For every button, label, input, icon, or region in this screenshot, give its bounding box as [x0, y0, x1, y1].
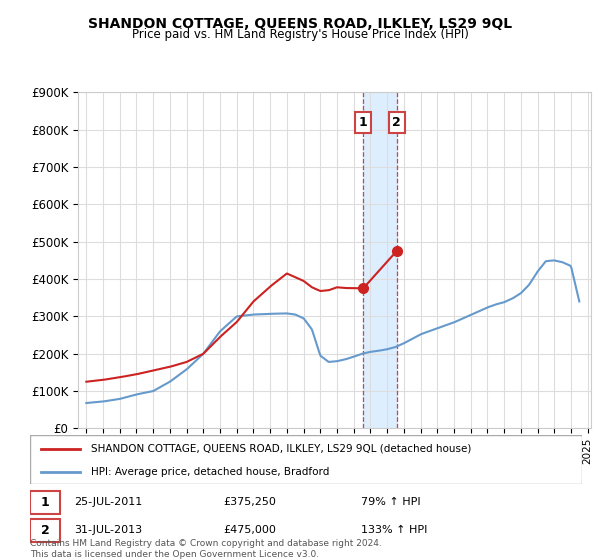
FancyBboxPatch shape — [30, 519, 61, 542]
Text: HPI: Average price, detached house, Bradford: HPI: Average price, detached house, Brad… — [91, 467, 329, 477]
FancyBboxPatch shape — [30, 435, 582, 484]
Text: 1: 1 — [359, 116, 368, 129]
Text: 133% ↑ HPI: 133% ↑ HPI — [361, 525, 428, 535]
Bar — [363, 92, 397, 428]
Text: £375,250: £375,250 — [223, 497, 276, 507]
Text: £475,000: £475,000 — [223, 525, 276, 535]
Text: 31-JUL-2013: 31-JUL-2013 — [74, 525, 142, 535]
Text: SHANDON COTTAGE, QUEENS ROAD, ILKLEY, LS29 9QL: SHANDON COTTAGE, QUEENS ROAD, ILKLEY, LS… — [88, 17, 512, 31]
Text: Contains HM Land Registry data © Crown copyright and database right 2024.
This d: Contains HM Land Registry data © Crown c… — [30, 539, 382, 559]
Text: 25-JUL-2011: 25-JUL-2011 — [74, 497, 142, 507]
FancyBboxPatch shape — [30, 491, 61, 514]
Text: 2: 2 — [392, 116, 401, 129]
Text: 79% ↑ HPI: 79% ↑ HPI — [361, 497, 421, 507]
Text: Price paid vs. HM Land Registry's House Price Index (HPI): Price paid vs. HM Land Registry's House … — [131, 28, 469, 41]
Text: SHANDON COTTAGE, QUEENS ROAD, ILKLEY, LS29 9QL (detached house): SHANDON COTTAGE, QUEENS ROAD, ILKLEY, LS… — [91, 444, 471, 454]
Text: 1: 1 — [41, 496, 50, 508]
Text: 2: 2 — [41, 524, 50, 536]
